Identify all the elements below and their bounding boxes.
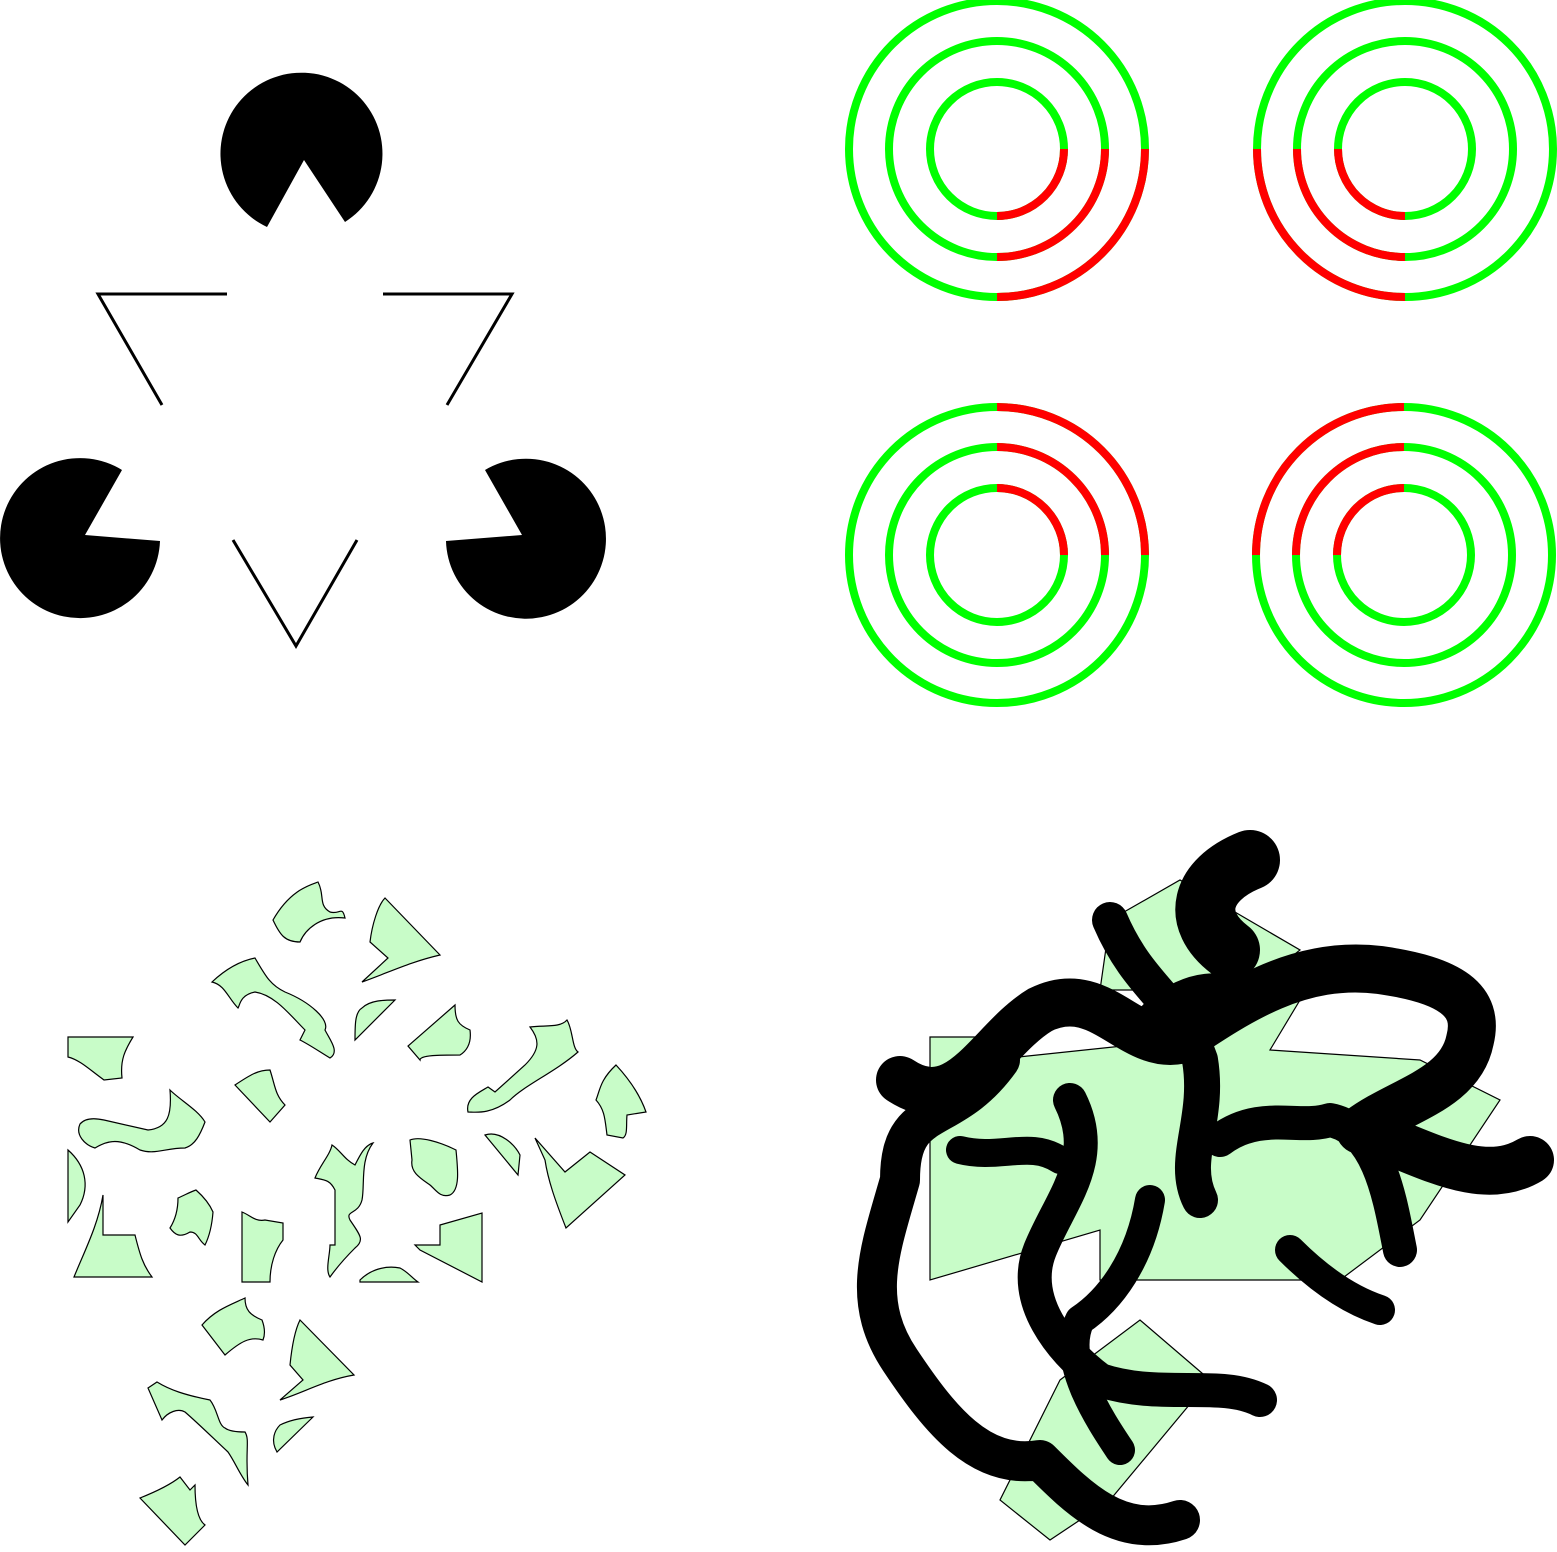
fragment	[467, 1018, 579, 1113]
ring-arc	[996, 148, 1068, 220]
corner-line	[95, 292, 227, 406]
fragment	[138, 1476, 206, 1546]
fragment	[234, 1069, 286, 1123]
pacman	[220, 72, 383, 227]
ring-arc	[996, 403, 1149, 556]
blob	[1092, 902, 1221, 1218]
blob	[1203, 1103, 1417, 1267]
blob	[946, 973, 1244, 1174]
pacman	[0, 458, 160, 619]
ring-arc	[1252, 403, 1405, 556]
fragment	[147, 1381, 249, 1487]
ring-arc	[996, 443, 1109, 556]
ring-arc	[1292, 443, 1405, 556]
fragment	[534, 1137, 626, 1230]
blob	[856, 1040, 1200, 1546]
blob	[1017, 1083, 1277, 1417]
fragment	[272, 1416, 315, 1453]
ring-arc	[996, 148, 1149, 301]
fragment	[210, 957, 335, 1059]
blob	[1275, 1235, 1395, 1325]
fragment	[73, 1194, 154, 1278]
fragment	[483, 1133, 521, 1177]
ring-arc	[996, 148, 1109, 261]
ring-arc	[1334, 148, 1406, 220]
occluder	[856, 830, 1554, 1546]
fragment	[354, 999, 397, 1042]
fragment	[314, 1142, 375, 1279]
blob	[1175, 830, 1280, 980]
fragment	[78, 1088, 206, 1153]
blob	[1059, 1185, 1165, 1465]
fragment	[272, 881, 346, 943]
fragment	[67, 1148, 86, 1224]
fragment	[201, 1297, 265, 1356]
fragment	[595, 1064, 647, 1139]
corner-line	[231, 539, 359, 649]
corner-line	[383, 292, 515, 406]
ring-arc	[1333, 484, 1405, 556]
pacman	[446, 458, 606, 619]
fragment	[359, 1266, 420, 1283]
fragment	[361, 897, 442, 983]
fragment	[169, 1189, 214, 1246]
fragment	[67, 1036, 135, 1081]
ring-arc	[1293, 148, 1406, 261]
ring-arc	[996, 484, 1068, 556]
ring-arc	[1253, 148, 1406, 301]
fragment	[407, 1003, 471, 1062]
kanizsa-triangle	[0, 72, 606, 649]
fragment	[409, 1138, 459, 1197]
ring-groups	[845, 0, 1557, 707]
fragment	[279, 1318, 356, 1401]
fragment	[413, 1212, 483, 1283]
fragments	[67, 881, 647, 1546]
fragment	[241, 1211, 284, 1283]
